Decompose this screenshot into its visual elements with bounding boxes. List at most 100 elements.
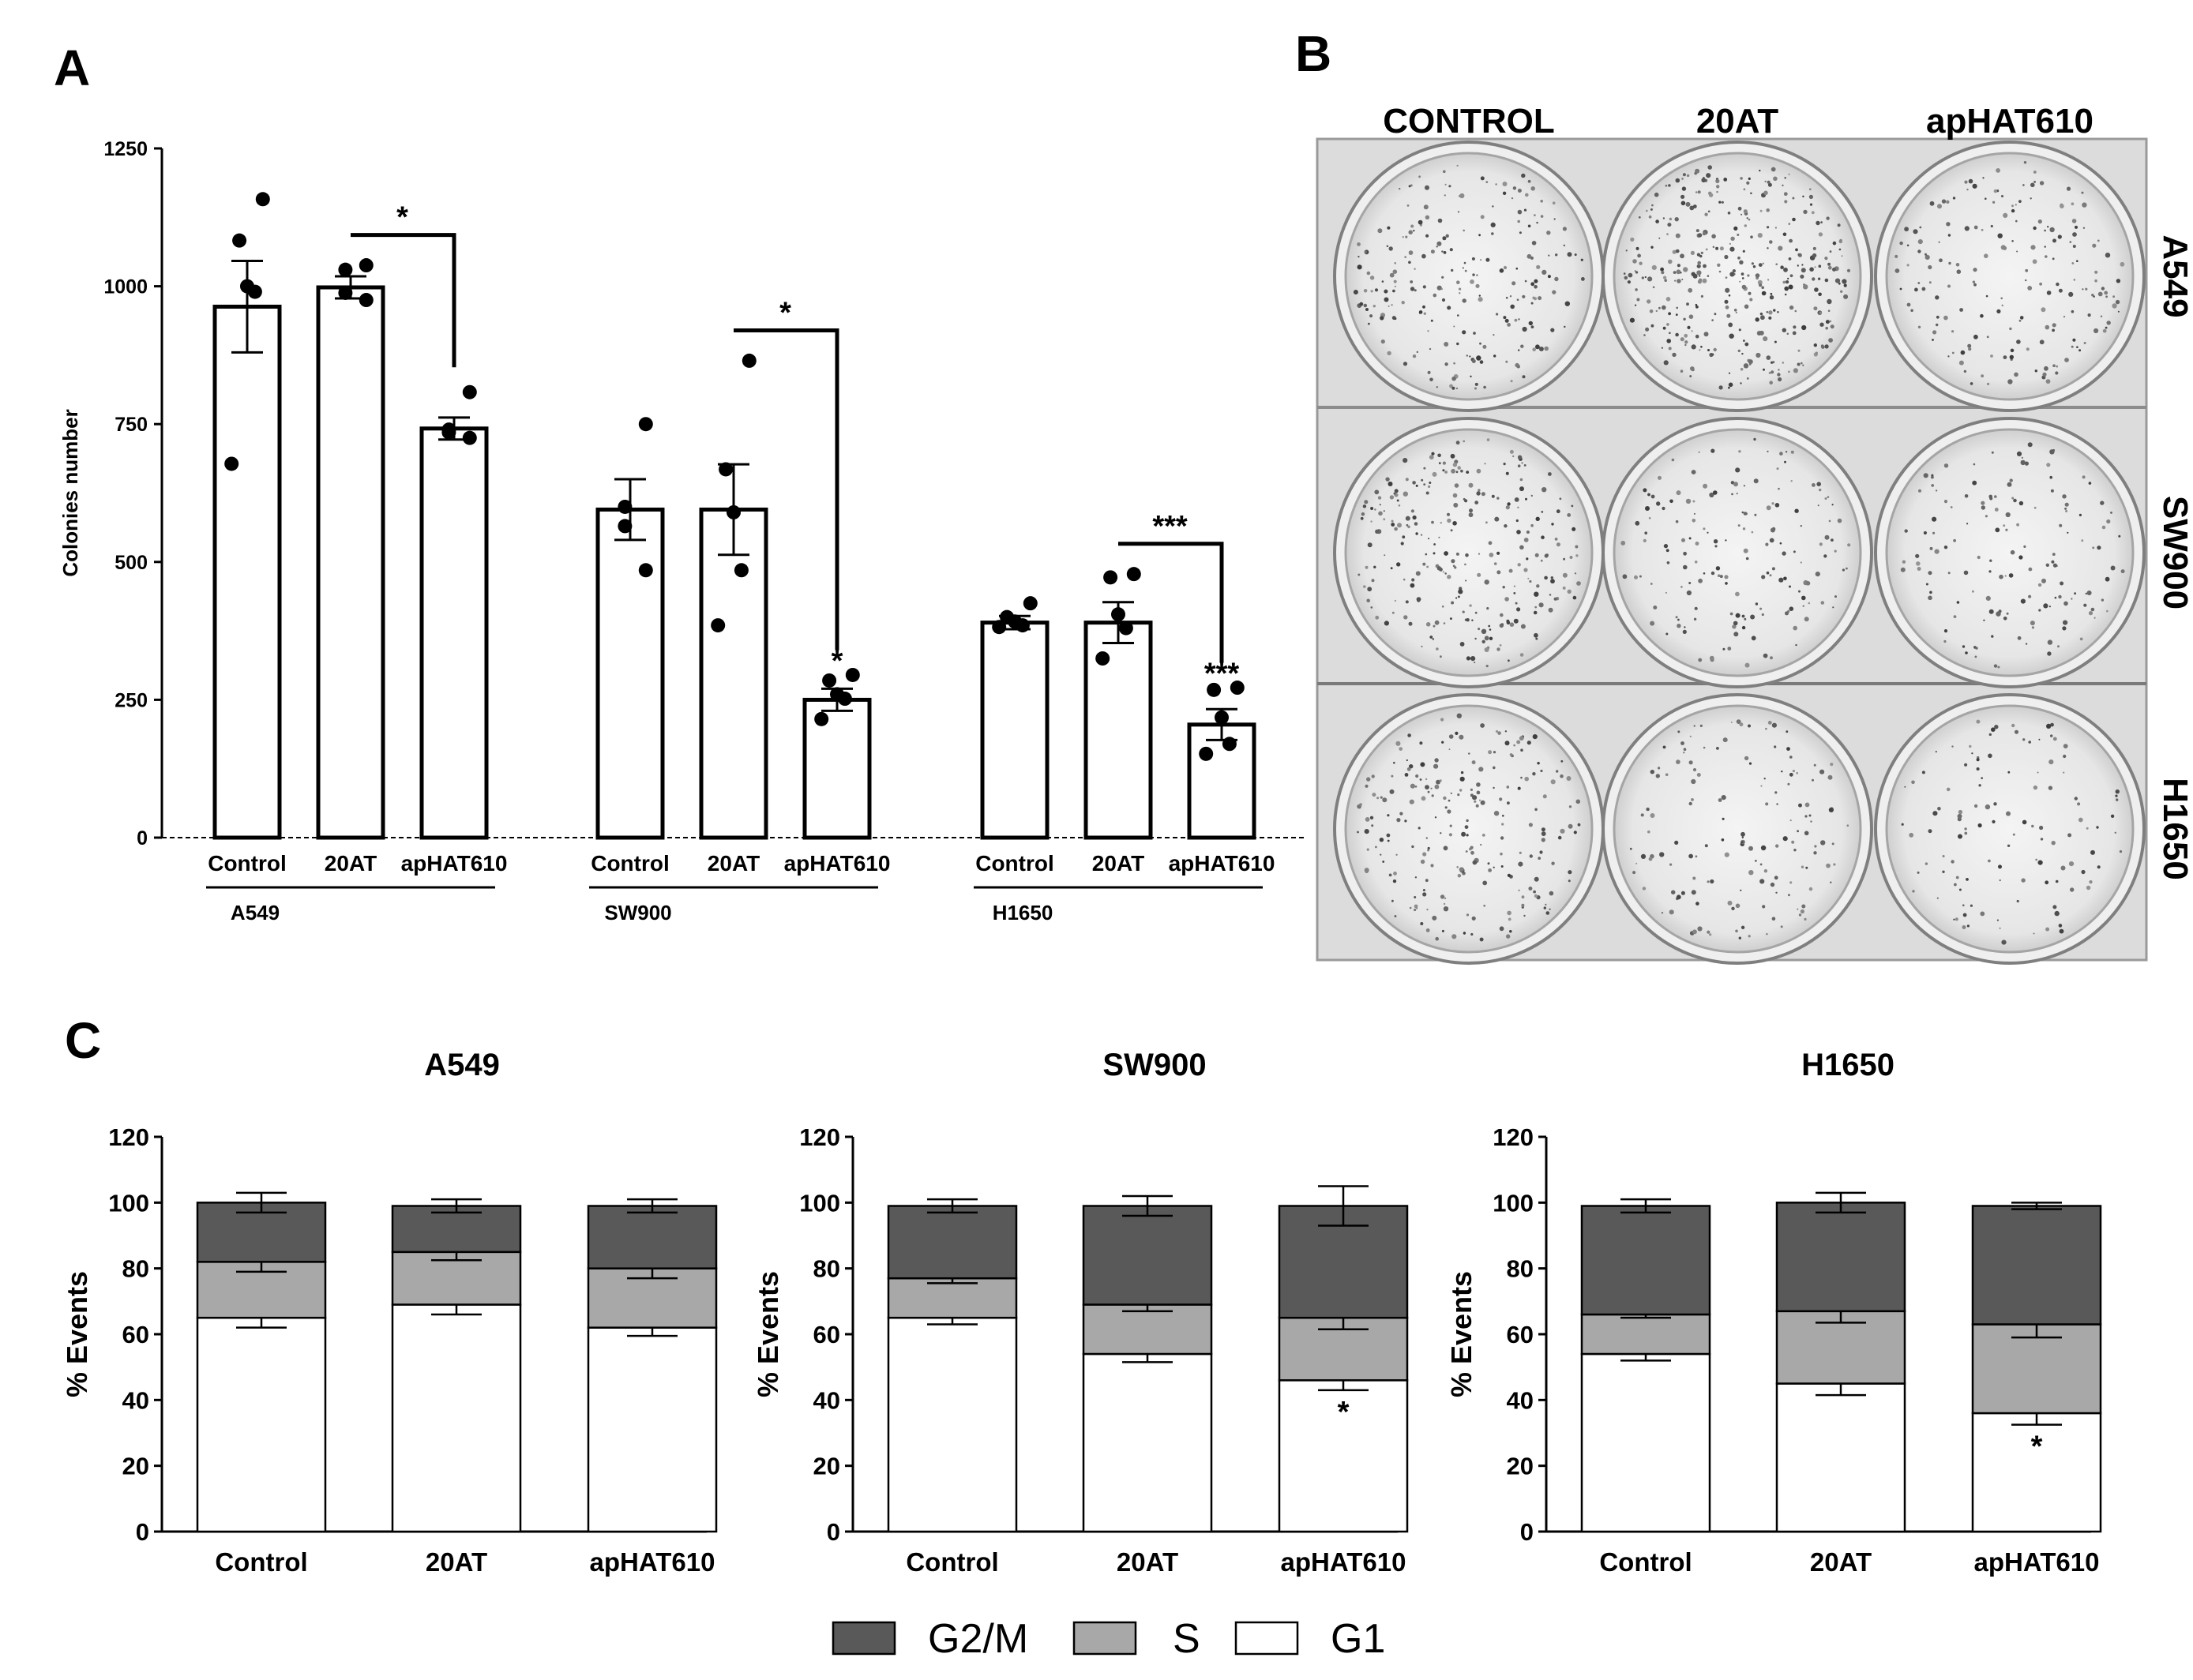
colony-dot	[1463, 229, 1465, 232]
x-category-label: apHAT610	[1169, 851, 1275, 876]
colony-dot	[1838, 248, 1842, 251]
colony-dot	[1801, 362, 1803, 365]
colony-dot	[1766, 571, 1770, 575]
colony-dot	[1675, 249, 1680, 253]
colony-dot	[1993, 802, 1997, 806]
colony-dot	[1484, 636, 1489, 641]
colony-dot	[1784, 177, 1786, 179]
colony-dot	[1409, 799, 1414, 804]
colony-dot	[1994, 495, 1997, 498]
colony-dot	[1433, 763, 1439, 769]
colony-dot	[1943, 463, 1949, 468]
colony-dot	[1364, 500, 1369, 504]
stack-segment-g1	[196, 1316, 327, 1533]
colony-dot	[1391, 774, 1394, 778]
colony-dot	[1997, 666, 2000, 669]
colony-dot	[1422, 852, 1427, 857]
colony-dot	[2094, 270, 2098, 274]
colony-dot	[1464, 825, 1469, 829]
colony-dot	[1407, 733, 1411, 737]
colony-dot	[1748, 218, 1751, 221]
colony-dot	[1952, 197, 1956, 200]
colony-dot	[1735, 591, 1740, 597]
colony-dot	[1440, 832, 1442, 834]
colony-dot	[2038, 609, 2041, 612]
y-tick-label: 40	[1507, 1386, 1534, 1414]
colony-dot	[1917, 249, 1921, 253]
colony-dot	[1946, 200, 1950, 204]
colony-dot	[1958, 888, 1962, 891]
x-category-label: 20AT	[325, 851, 377, 876]
colony-dot	[1754, 513, 1757, 516]
colony-dot	[1472, 273, 1475, 276]
colony-dot	[1825, 326, 1828, 330]
colony-dot	[1800, 909, 1804, 914]
colony-dot	[1985, 294, 1988, 298]
colony-dot	[1943, 546, 1948, 549]
colony-dot	[1713, 490, 1718, 495]
data-point	[618, 499, 633, 514]
colony-dot	[1917, 282, 1921, 284]
colony-dot	[1689, 375, 1692, 377]
colony-dot	[1428, 485, 1431, 489]
colony-dot	[1707, 349, 1710, 351]
colony-dot	[1759, 209, 1763, 212]
colony-dot	[2039, 825, 2044, 831]
colony-dot	[1380, 316, 1384, 321]
colony-dot	[1377, 228, 1383, 234]
colony-dot	[1788, 173, 1790, 175]
colony-dot	[2059, 523, 2063, 527]
data-point	[837, 692, 852, 707]
colony-dot	[1786, 730, 1789, 733]
colony-dot	[1442, 571, 1444, 573]
colony-dot	[1718, 270, 1722, 273]
colony-dot	[1735, 311, 1737, 313]
colony-dot	[2106, 321, 2111, 325]
colony-dot	[1963, 570, 1969, 576]
colony-dot	[2062, 494, 2067, 499]
colony-dot	[1552, 290, 1557, 294]
colony-dot	[1726, 313, 1731, 318]
colony-dot	[1688, 801, 1692, 806]
colony-dot	[1444, 551, 1448, 556]
colony-dot	[1366, 271, 1371, 276]
colony-dot	[1768, 310, 1773, 315]
colony-dot	[1426, 909, 1429, 911]
colony-dot	[2100, 315, 2103, 317]
colony-dot	[1399, 187, 1401, 190]
colony-dot	[1468, 512, 1474, 518]
colony-dot	[1502, 191, 1507, 195]
colony-dot	[1791, 840, 1795, 844]
colony-dot	[1442, 469, 1445, 472]
colony-dot	[1379, 504, 1381, 506]
well-interior	[1885, 428, 2135, 677]
colony-dot	[1650, 324, 1654, 328]
colony-dot	[1681, 186, 1687, 191]
colony-dot	[2033, 181, 2037, 183]
data-point	[1230, 681, 1245, 696]
colony-dot	[1459, 789, 1463, 792]
colony-dot	[1476, 274, 1478, 276]
colony-dot	[1946, 222, 1951, 227]
y-tick-label: 250	[115, 689, 148, 711]
colony-dot	[1666, 339, 1671, 343]
colony-dot	[1707, 880, 1710, 883]
y-tick-label: 0	[137, 827, 148, 849]
colony-dot	[1392, 269, 1398, 275]
colony-dot	[2045, 324, 2050, 330]
colony-dot	[1444, 897, 1447, 899]
colony-dot	[1538, 296, 1542, 301]
colony-dot	[1797, 264, 1799, 267]
colony-dot	[1966, 523, 1969, 525]
colony-dot	[1388, 305, 1390, 307]
colony-dot	[1765, 802, 1769, 806]
y-tick-label: 40	[813, 1386, 840, 1414]
colony-dot	[1525, 497, 1527, 501]
colony-dot	[1665, 549, 1669, 553]
colony-dot	[2018, 319, 2022, 322]
colony-dot	[1459, 734, 1464, 740]
colony-dot	[1763, 368, 1765, 371]
colony-dot	[1661, 912, 1664, 914]
colony-dot	[2077, 802, 2081, 806]
colony-dot	[1530, 523, 1534, 527]
